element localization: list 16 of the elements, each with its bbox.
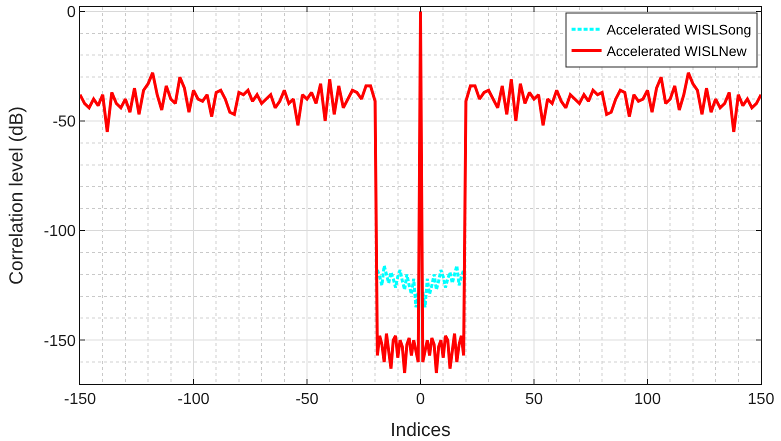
- legend-label: Accelerated WISLNew: [606, 42, 748, 59]
- x-tick-label: 50: [525, 391, 543, 408]
- x-tick-label: -150: [64, 391, 96, 408]
- legend-label: Accelerated WISLSong: [606, 22, 752, 38]
- x-tick-label: 0: [416, 391, 426, 408]
- y-axis-title: Correlation level (dB): [6, 106, 28, 285]
- x-tick-label: 100: [634, 391, 661, 408]
- y-tick-label: -50: [52, 114, 76, 131]
- x-tick-label: -100: [177, 391, 210, 408]
- x-axis-title: Indices: [390, 420, 451, 441]
- x-tick-label: -50: [295, 391, 319, 408]
- y-tick-label: -150: [44, 332, 76, 350]
- y-tick-label: -100: [44, 223, 76, 240]
- line-series: [80, 10, 761, 375]
- y-tick-label: 0: [66, 4, 76, 21]
- x-tick-label: 150: [748, 391, 774, 408]
